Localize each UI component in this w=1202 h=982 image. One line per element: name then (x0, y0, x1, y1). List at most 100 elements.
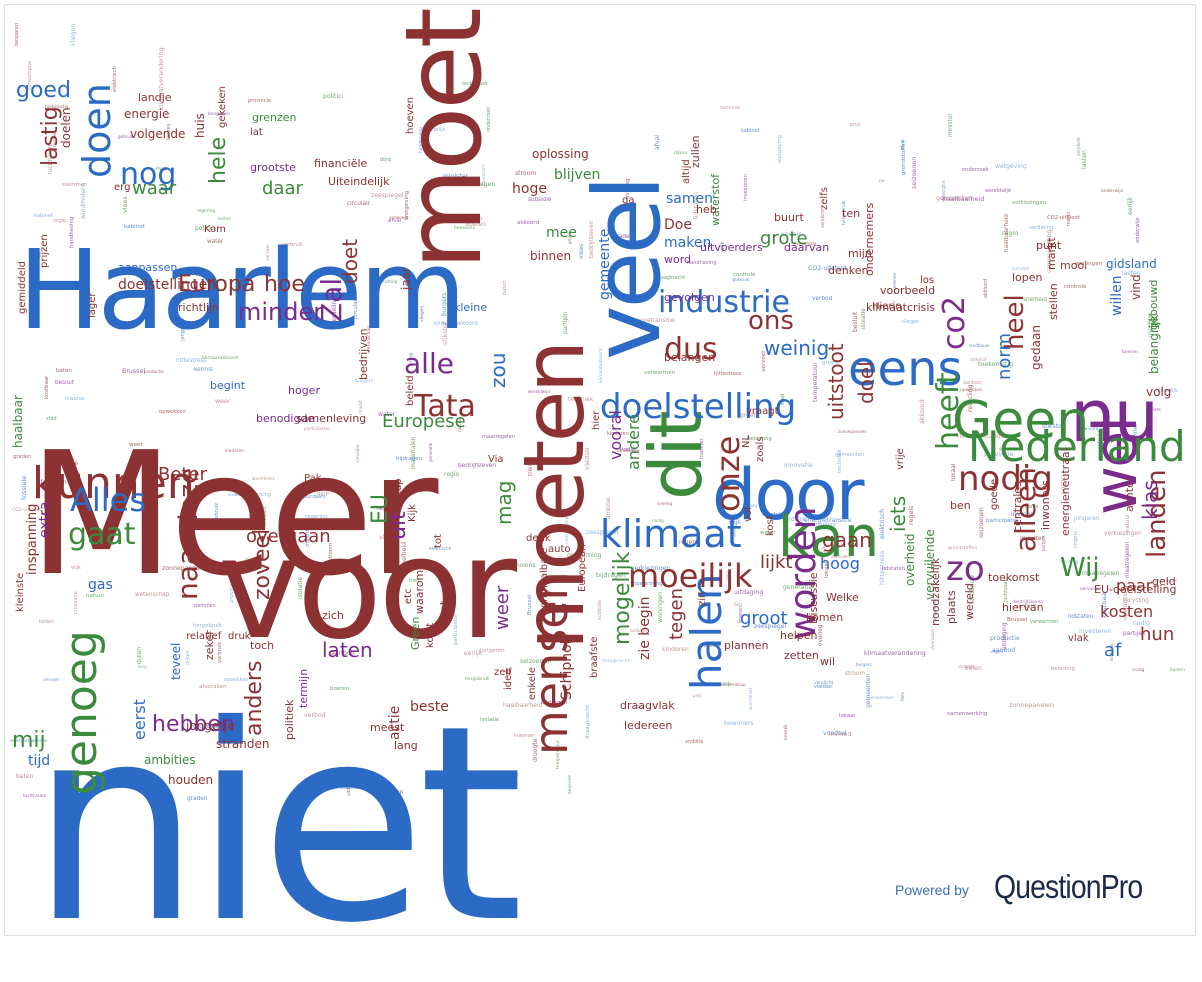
word-willen: willen (1109, 275, 1125, 316)
filler-word: kabinet (124, 224, 145, 230)
word-kunnen: kunnen (32, 458, 195, 509)
filler-word: wetenschap (135, 592, 170, 598)
word-denk: denk (526, 533, 551, 544)
filler-word: provincie (248, 98, 271, 104)
filler-word: overleg (657, 501, 673, 506)
filler-word: partijen (563, 311, 569, 334)
questionpro-logo[interactable]: QuestionPro (994, 868, 1143, 905)
word-co2: co2 (937, 296, 972, 350)
filler-word: besparen (567, 774, 572, 794)
filler-word: weer (215, 398, 231, 405)
word-samenleving: samenleving (296, 412, 367, 425)
word-nog: nog (120, 157, 177, 192)
filler-word: kennis (194, 367, 213, 373)
filler-word: controle (1064, 284, 1087, 290)
filler-word: innovatie (49, 460, 79, 467)
word-gemeente: gemeente (597, 228, 613, 300)
word-hoe: hoe (264, 272, 305, 297)
word-europa: Europa (178, 272, 256, 297)
filler-word: onderwijs (1135, 217, 1141, 243)
word-noodzakelijk: noodzakelijk (929, 557, 942, 626)
word-groot: groot (740, 608, 788, 629)
word-termijn: termijn (297, 668, 310, 708)
word-zou: zou (486, 352, 510, 388)
word-oplossing: oplossing (532, 147, 589, 161)
filler-word: verdeling (763, 512, 789, 518)
filler-word: zonnepanelen (162, 565, 206, 572)
filler-word: maatregelen (1082, 571, 1120, 577)
filler-word: klimaatverandering (864, 650, 926, 657)
filler-word: verbod (1015, 603, 1036, 610)
word-goed: goed (16, 78, 71, 103)
filler-word: verplicht (821, 209, 826, 228)
word-zelf: zelf (494, 667, 512, 678)
word-klas: klas (1138, 480, 1162, 520)
filler-word: energietransitie (10, 739, 48, 744)
word-stellen: stellen (1047, 283, 1060, 320)
word-af: af (1104, 640, 1122, 661)
filler-word: lidstaten (1068, 614, 1094, 620)
filler-word: uitdaging (1002, 622, 1008, 650)
word-mijn: mijn (848, 247, 872, 260)
filler-word: kinderen (607, 431, 629, 437)
filler-word: bewoners (724, 720, 754, 727)
filler-word: verkiezingen (1012, 200, 1046, 206)
filler-word: toekomstig (978, 361, 1014, 368)
word-volgende: volgende (130, 127, 186, 141)
filler-word: markt (745, 642, 758, 647)
filler-word: belasting (747, 436, 772, 442)
word-uiteindelijk: Uiteindelijk (328, 175, 390, 188)
word-moeilijk: moeilijk (628, 557, 753, 595)
filler-word: handhaving (687, 260, 717, 266)
filler-word: minister (1020, 536, 1045, 542)
word-pak: Pak (304, 473, 322, 484)
filler-word: dorp (380, 157, 392, 163)
filler-word: weer (129, 442, 143, 448)
filler-word: prijs (850, 122, 861, 128)
filler-word: regen (679, 540, 697, 546)
word-doet: doet (338, 238, 362, 284)
filler-word: Parijs (156, 166, 167, 171)
word-zelfs: zelfs (819, 187, 830, 210)
word-inspanning: inspanning (25, 503, 40, 575)
filler-word: draagkracht (602, 659, 630, 664)
filler-word: windmolens (1084, 427, 1110, 432)
filler-word: burgers (355, 379, 374, 384)
word-hier: hier (591, 410, 602, 430)
filler-word: jongeren (1074, 516, 1100, 522)
filler-word: recycling (1059, 560, 1079, 565)
word-nederland: Nederland (968, 422, 1186, 471)
filler-word: onderzoek (462, 81, 489, 87)
word-waterstof: waterstof (709, 174, 722, 226)
word-mogelijk: mogelijk (610, 551, 635, 645)
filler-word: fiets (1151, 408, 1162, 413)
filler-word: ov (794, 515, 800, 520)
word-kosten: kosten (1100, 602, 1154, 621)
word-tot: tot (433, 534, 444, 548)
filler-word: vervoer (43, 678, 60, 683)
word-enkele: enkele (527, 666, 538, 700)
filler-word: verplicht (814, 681, 834, 686)
filler-word: lasten (218, 217, 232, 222)
word-nodig: nodig (958, 459, 1053, 499)
filler-word: gebruik (118, 134, 134, 139)
filler-word: fiets (900, 691, 905, 701)
filler-word: inwoner (65, 396, 86, 402)
filler-word: productie (144, 369, 164, 374)
word-grenzen: grenzen (252, 111, 297, 124)
filler-word: ambitie (685, 740, 704, 745)
word-ambities: ambities (144, 753, 196, 767)
word-doel: doel (854, 361, 878, 404)
word-eerst: eerst (130, 699, 149, 740)
filler-word: circulair (1012, 267, 1030, 272)
word-buurt: buurt (774, 211, 804, 224)
filler-word: opwekken (159, 409, 186, 415)
word-lijkt: lijkt (760, 552, 793, 573)
filler-word: kennis (781, 230, 802, 238)
filler-word: klimaatakkoord (434, 321, 478, 327)
word-beste: beste (410, 699, 449, 715)
filler-word: samenwerking (235, 492, 271, 498)
filler-word: akkoord (517, 220, 539, 226)
word-samen: samen (666, 191, 713, 207)
filler-word: regio (444, 471, 460, 478)
